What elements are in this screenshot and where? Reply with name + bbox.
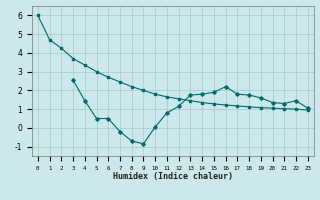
- X-axis label: Humidex (Indice chaleur): Humidex (Indice chaleur): [113, 172, 233, 181]
